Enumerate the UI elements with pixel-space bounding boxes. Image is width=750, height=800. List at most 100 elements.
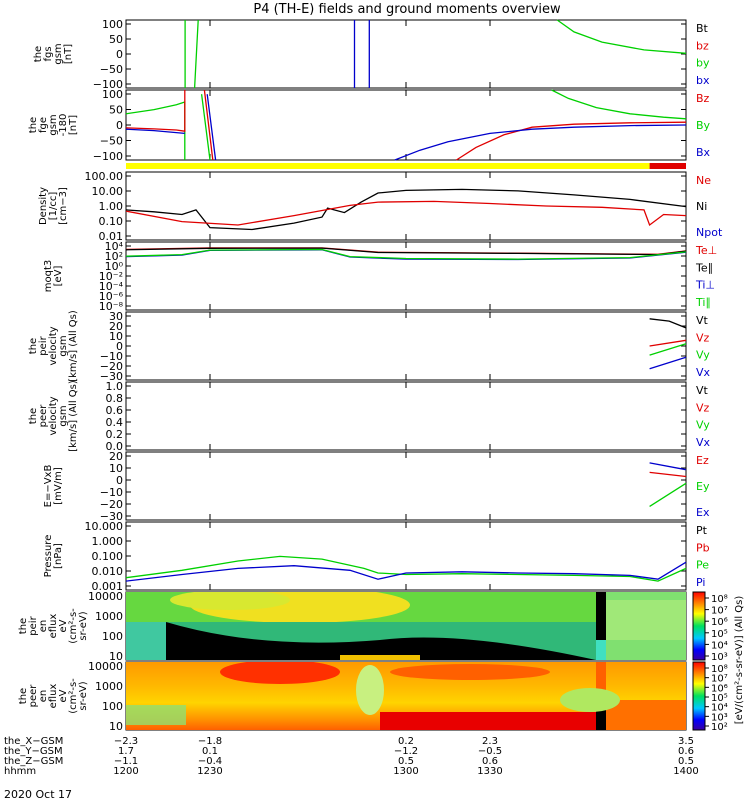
ylabel-line: eV [58,619,69,632]
ytick-label: 1000 [95,610,123,623]
ylabel-line: Pressure [43,535,54,578]
series-By [125,89,687,161]
legend-Ez: Ez [696,454,709,467]
ylabel-line: sr-eV) [78,611,89,640]
series-Ey [649,482,687,507]
ytick-label: 1000 [95,680,123,693]
ytick-label: 0 [116,48,123,61]
legend-Pe: Pe [696,559,709,572]
ytick-label: 10⁴ [105,240,124,253]
ytick-label: 1.0 [106,380,124,393]
panel-frame [125,381,687,451]
ylabel-line: peer [28,684,39,708]
ylabel-line: en [38,690,49,703]
ytick-label: 0.100 [92,550,124,563]
ytick-label: 10 [109,720,123,733]
ylabel-line: fgs [43,46,54,61]
state-segment-1 [649,163,686,169]
panel-frame [125,171,687,241]
ytick-label: 0.0 [106,440,124,453]
ytick-label: 0.8 [106,392,124,405]
colorbar-tick-label: 10⁴ [711,640,728,651]
ytick-label: −50 [100,63,123,76]
legend-Bz: Bz [696,92,710,105]
ytick-label: 10000 [88,660,123,673]
ylabel-line: gsm [58,405,69,426]
xaxis-row-label: the_Y−GSM [4,746,63,757]
ytick-label: 10⁻⁸ [99,300,124,313]
ytick-label: 1.000 [92,535,124,548]
xaxis-row-value: −0.5 [478,746,502,757]
series-bx [353,20,370,88]
xaxis-row-value: 0.5 [678,756,694,767]
ytick-label: 0.01 [99,230,124,243]
panel-frame [125,89,687,161]
ylabel-line: Density [38,187,49,225]
ylabel-line: eV [58,689,69,702]
ylabel-line: fge [38,117,49,133]
ytick-label: 10⁰ [105,260,124,273]
ylabel-line: peer [38,404,49,428]
panel-fge: 100 50 0 −50 −100 the fge gsm -180 [nT] Bz By Bx [28,88,711,163]
xaxis-row-value: 0.1 [202,746,218,757]
legend-Ey: Ey [696,480,710,493]
xaxis-row-value: 1300 [393,766,418,777]
colorbar-tick-label: 10³ [711,652,728,663]
ytick-label: 100 [102,18,123,31]
xaxis-row-value: 1230 [197,766,222,777]
ytick-label: −100 [93,78,123,91]
legend-By: By [696,119,711,132]
ytick-label: 10² [105,250,123,263]
ytick-label: 1.00 [99,200,124,213]
ylabel-line: [nPa] [53,543,64,569]
ytick-label: 10⁻⁶ [99,290,124,303]
ylabel-line: [eV] [53,266,64,287]
ytick-label: 0 [116,474,123,487]
ytick-label: 100 [102,88,123,101]
legend-Ex: Ex [696,506,710,519]
ylabel-line: eflux [48,684,59,709]
legend-bz: bz [696,39,709,52]
ytick-label: 0 [116,119,123,132]
colorbar-tick-label: 10⁶ [711,617,728,628]
series-Vt [649,318,687,329]
ytick-label: 0.6 [106,404,124,417]
ylabel-line: the [28,408,39,424]
ylabel-line: (cm²-s- [68,678,79,714]
ytick-label: −20 [100,498,123,511]
colorbar-peer [692,661,706,731]
xaxis-row-value: −1.8 [198,736,222,747]
ytick-label: 10000 [88,590,123,603]
xaxis-row-value: −0.4 [198,756,222,767]
ylabel-line: [mV/m] [53,467,64,505]
ytick-label: 0.10 [99,215,124,228]
legend-Bx: Bx [696,146,711,159]
series-Ex [649,462,687,471]
panel-state [126,163,686,169]
ytick-label: 10.00 [92,185,124,198]
ytick-label: 10 [109,330,123,343]
series-Ni [125,188,687,231]
legend-by: by [696,57,710,70]
ylabel-line: [nT] [68,115,79,135]
legend-bx: bx [696,74,710,87]
xaxis-row-label: the_X−GSM [4,736,63,747]
series-Ez [649,471,687,478]
ylabel-line: gsm [53,43,64,64]
legend-Ni: Ni [696,200,707,213]
legend-Vz: Vz [696,331,710,344]
series-by [184,19,687,89]
legend-Vt: Vt [696,314,709,327]
ylabel-line: the [28,338,39,354]
ylabel-line: [cm−3] [58,187,69,225]
state-segment-0 [126,163,650,169]
ylabel-line: E=−VxB [43,465,54,508]
colorbar-label: [eV/(cm²-s-sr-eV)] (All Qs) [734,596,745,725]
xaxis-row-label: the_Z−GSM [4,756,63,767]
colorbar-tick-label: 10⁷ [711,674,728,685]
colorbar-tick-label: 10⁵ [711,693,728,704]
ylabel-line: gsm [58,335,69,356]
xaxis-row-value: 1400 [673,766,698,777]
